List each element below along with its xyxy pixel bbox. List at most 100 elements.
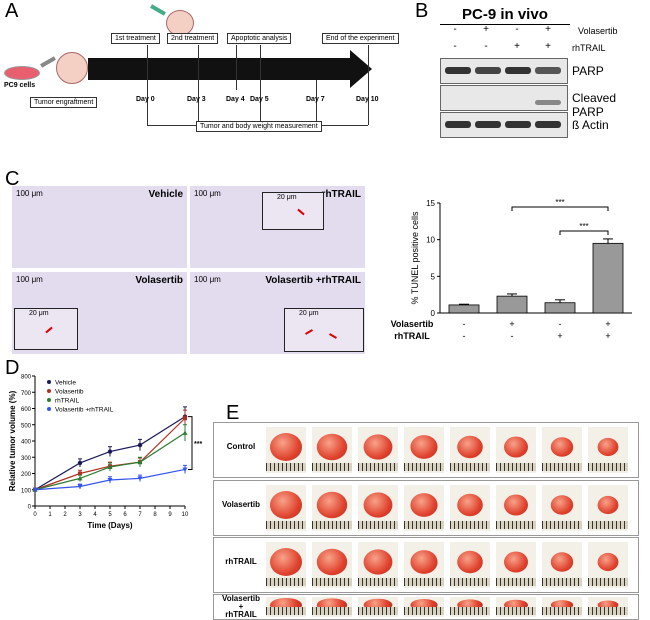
- tumor-mass: [270, 433, 302, 461]
- y-axis-label: Relative tumor volume (%): [8, 390, 17, 491]
- tumor-photo: [358, 542, 398, 588]
- ruler: [358, 578, 398, 586]
- x-tick-label: 1: [48, 512, 52, 518]
- blot-title: PC-9 in vivo: [462, 6, 548, 23]
- band: [505, 121, 531, 128]
- x-tick-label: 7: [138, 512, 142, 518]
- panel-label-e: E: [226, 402, 240, 424]
- y-tick-label: 300: [21, 456, 32, 462]
- tumor-mass: [270, 548, 302, 576]
- inset-scale: 20 μm: [299, 310, 319, 317]
- inset-box: 20 μm: [262, 192, 324, 230]
- ruler: [404, 578, 444, 586]
- x-tick-label: 10: [182, 512, 189, 518]
- y-tick-label: 0: [431, 309, 436, 318]
- ruler: [404, 607, 444, 615]
- data-point: [137, 459, 143, 465]
- tumor-row: rhTRAIL: [213, 537, 639, 593]
- tumor-mass: [504, 551, 528, 573]
- treatment-2-box: 2nd treatment: [167, 33, 219, 44]
- bar: [496, 295, 528, 314]
- tumor-photo: [312, 597, 352, 617]
- ruler: [496, 578, 536, 586]
- micrograph-label: Vehicle: [148, 189, 183, 200]
- bar: [592, 242, 624, 314]
- data-point: [78, 471, 82, 476]
- ruler: [588, 578, 628, 586]
- micrograph-label: Volasertib +rhTRAIL: [265, 275, 361, 286]
- apoptotic-box: Apoptotic analysis: [227, 33, 292, 44]
- ruler: [266, 607, 306, 615]
- tumor-mass: [410, 493, 438, 517]
- sig-bracket: [559, 230, 609, 235]
- y-tick-label: 100: [21, 488, 32, 494]
- data-point: [182, 430, 188, 435]
- tumor-photo: [266, 485, 306, 531]
- data-point: [107, 464, 113, 469]
- arrow-icon: [45, 326, 53, 334]
- ruler: [404, 463, 444, 471]
- y-tick-label: 400: [21, 440, 32, 446]
- tumor-mass: [270, 491, 302, 519]
- tumor-group-label: Volasertib + rhTRAIL: [221, 594, 261, 619]
- blot-label-parp: PARP: [572, 64, 604, 78]
- tumor-mass: [550, 437, 574, 457]
- tumor-photo: [450, 597, 490, 617]
- blot-trail-sign-3: +: [514, 41, 520, 52]
- syringe-icon: [40, 56, 56, 68]
- scale-label: 100 μm: [194, 275, 221, 284]
- scale-label: 100 μm: [16, 189, 43, 198]
- engraftment-box: Tumor engraftment: [30, 97, 98, 108]
- tumor-photo: [266, 597, 306, 617]
- tumor-mass: [457, 493, 483, 517]
- tumor-mass: [597, 437, 619, 457]
- sig-bracket: [188, 416, 193, 470]
- ruler: [312, 521, 352, 529]
- y-tick-label: 600: [21, 407, 32, 413]
- day-7: Day 7: [306, 96, 325, 103]
- legend-marker: [47, 380, 51, 384]
- blot-vol-sign-3: -: [515, 24, 519, 35]
- treatment-sign: +: [605, 319, 610, 329]
- tumor-group-label: Volasertib: [221, 500, 261, 509]
- micrograph-label: Volasertib: [135, 275, 183, 286]
- tunel-bar-chart: 0 5 10 15 % TUNEL positive cells *** *** Volase…: [391, 198, 632, 341]
- mouse-icon: [56, 52, 88, 84]
- ruler: [266, 578, 306, 586]
- legend-marker: [47, 389, 51, 393]
- sig-label: ***: [194, 441, 202, 448]
- tumor-mass: [504, 494, 528, 516]
- micrograph-combination: 100 μm Volasertib +rhTRAIL 20 μm: [190, 272, 365, 354]
- ruler: [542, 578, 582, 586]
- connector-day0: [147, 45, 148, 125]
- band: [475, 121, 501, 128]
- blot-label-cleaved: Cleaved PARP: [572, 91, 617, 119]
- data-point: [183, 416, 187, 421]
- connector-day5: [260, 45, 261, 125]
- tumor-photo: [358, 485, 398, 531]
- tumor-photo: [542, 427, 582, 473]
- data-point: [107, 478, 113, 483]
- inset-box: 20 μm: [14, 308, 78, 350]
- tumor-photo: [404, 485, 444, 531]
- micrograph-rhtrail: 100 μm rhTRAIL 20 μm: [190, 186, 365, 268]
- tumor-group-label: Control: [226, 442, 256, 451]
- tumor-mass: [504, 436, 528, 458]
- treatment-sign: +: [605, 331, 610, 341]
- cells-label: PC9 cells: [4, 82, 36, 89]
- tumor-mass: [550, 600, 574, 610]
- inset-scale: 20 μm: [277, 194, 297, 201]
- tumor-mass: [363, 434, 393, 460]
- tumor-mass: [363, 549, 393, 575]
- inset-box: 20 μm: [284, 308, 364, 352]
- ruler: [588, 607, 628, 615]
- treatment-row-label: Volasertib: [391, 319, 434, 329]
- blot-actin: [440, 112, 568, 138]
- legend-marker: [47, 407, 51, 411]
- band: [535, 100, 561, 105]
- sig-bracket: [511, 206, 609, 211]
- x-tick-label: 8: [153, 512, 157, 518]
- tumor-photo: [496, 597, 536, 617]
- data-point: [77, 475, 83, 481]
- day-0: Day 0: [136, 96, 155, 103]
